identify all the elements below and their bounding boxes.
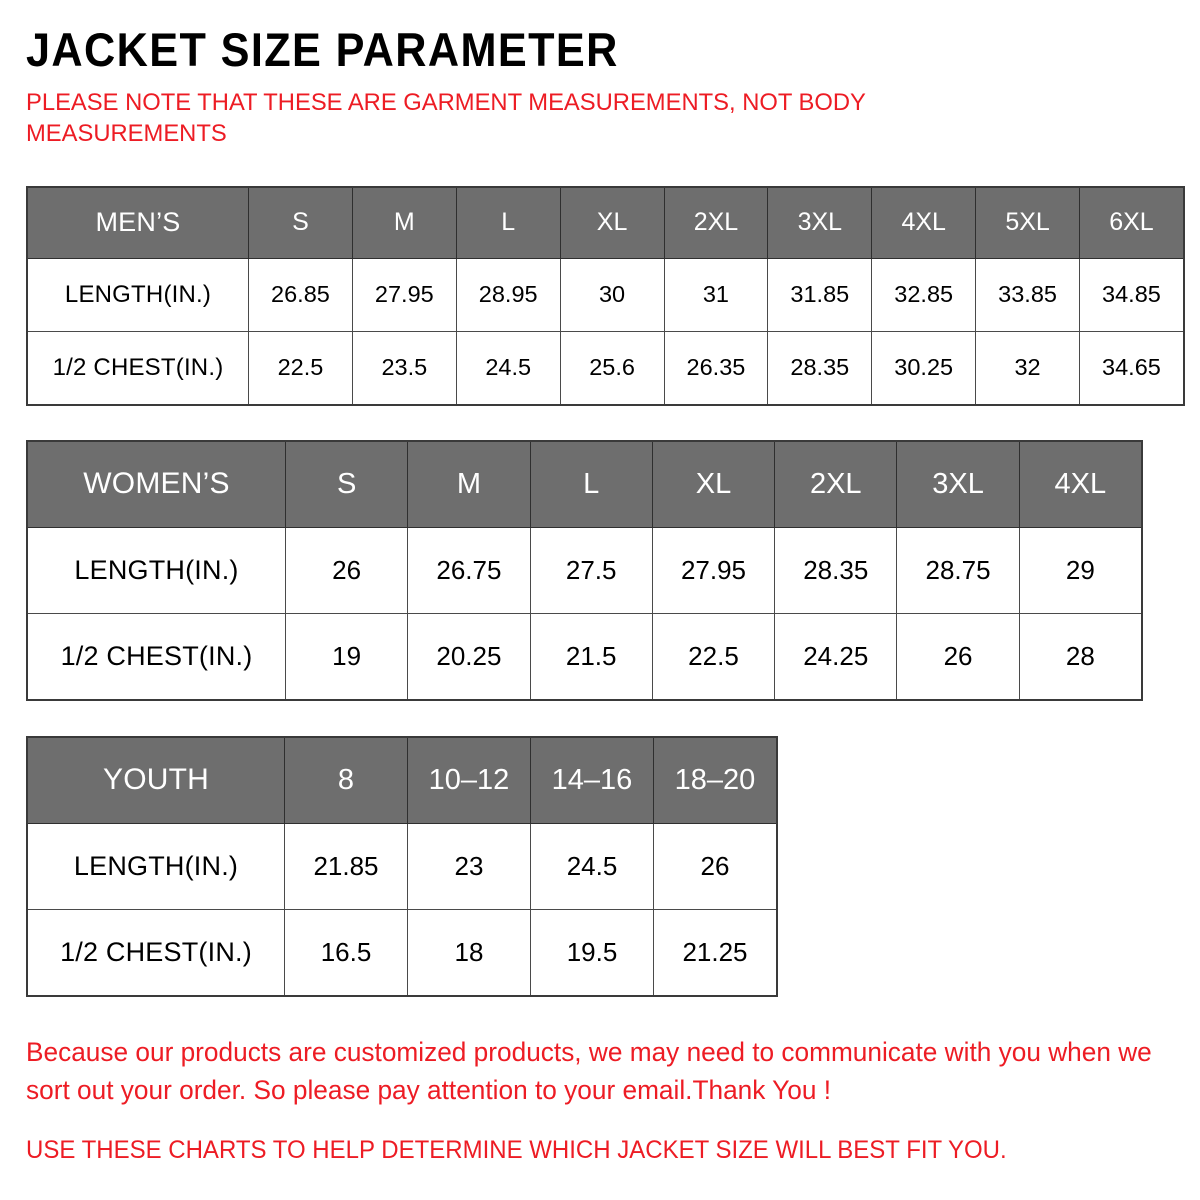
womens-col-header-2xl: 2XL — [774, 440, 898, 528]
table-row: 1/2 CHEST(IN.) 19 20.25 21.5 22.5 24.25 … — [26, 612, 1143, 701]
mens-length-l: 28.95 — [455, 257, 561, 332]
mens-col-header-m: M — [351, 186, 457, 259]
womens-col-header-3xl: 3XL — [896, 440, 1020, 528]
womens-chest-2xl: 24.25 — [774, 612, 898, 701]
mens-chest-4xl: 30.25 — [871, 330, 977, 406]
youth-table-head: YOUTH 8 10–12 14–16 18–20 — [26, 736, 778, 824]
womens-chest-xl: 22.5 — [651, 612, 776, 701]
youth-col-header-10-12: 10–12 — [407, 736, 531, 824]
womens-row-label-length: LENGTH(IN.) — [26, 526, 286, 614]
mens-chest-l: 24.5 — [455, 330, 561, 406]
womens-chest-s: 19 — [284, 612, 409, 701]
womens-col-header-l: L — [529, 440, 653, 528]
youth-length-18-20: 26 — [653, 822, 778, 910]
youth-chest-14-16: 19.5 — [530, 908, 654, 997]
womens-chest-l: 21.5 — [529, 612, 653, 701]
mens-length-s: 26.85 — [248, 257, 353, 332]
customized-products-note: Because our products are customized prod… — [26, 1036, 1152, 1106]
mens-chest-s: 22.5 — [248, 330, 353, 406]
mens-length-xl: 30 — [559, 257, 665, 332]
mens-chest-m: 23.5 — [351, 330, 457, 406]
mens-chest-3xl: 28.35 — [767, 330, 873, 406]
womens-length-m: 26.75 — [407, 526, 531, 614]
youth-col-header-14-16: 14–16 — [530, 736, 654, 824]
womens-length-l: 27.5 — [529, 526, 653, 614]
youth-chest-18-20: 21.25 — [653, 908, 778, 997]
mens-col-header-l: L — [455, 186, 561, 259]
youth-length-14-16: 24.5 — [530, 822, 654, 910]
womens-size-table: WOMEN’S S M L XL 2XL 3XL 4XL LENGTH(IN.)… — [26, 439, 1143, 701]
womens-table-head: WOMEN’S S M L XL 2XL 3XL 4XL — [26, 440, 1143, 528]
youth-row-label-length: LENGTH(IN.) — [26, 822, 285, 910]
youth-length-10-12: 23 — [407, 822, 531, 910]
mens-length-6xl: 34.85 — [1078, 257, 1185, 332]
youth-col-header-8: 8 — [284, 736, 408, 824]
mens-chest-2xl: 26.35 — [663, 330, 769, 406]
mens-length-2xl: 31 — [663, 257, 769, 332]
youth-size-table: YOUTH 8 10–12 14–16 18–20 LENGTH(IN.) 21… — [26, 735, 778, 997]
mens-table-body: LENGTH(IN.) 26.85 27.95 28.95 30 31 31.8… — [26, 257, 1185, 406]
table-row: LENGTH(IN.) 26 26.75 27.5 27.95 28.35 28… — [26, 526, 1143, 614]
womens-chest-3xl: 26 — [896, 612, 1020, 701]
youth-table-body: LENGTH(IN.) 21.85 23 24.5 26 1/2 CHEST(I… — [26, 822, 778, 997]
youth-chest-10-12: 18 — [407, 908, 531, 997]
mens-col-header-6xl: 6XL — [1078, 186, 1185, 259]
mens-row-label-chest: 1/2 CHEST(IN.) — [26, 330, 249, 406]
womens-length-xl: 27.95 — [651, 526, 776, 614]
youth-chest-8: 16.5 — [284, 908, 408, 997]
youth-header-row: YOUTH 8 10–12 14–16 18–20 — [26, 736, 778, 824]
womens-header-row: WOMEN’S S M L XL 2XL 3XL 4XL — [26, 440, 1143, 528]
youth-row-label-chest: 1/2 CHEST(IN.) — [26, 908, 285, 997]
mens-length-4xl: 32.85 — [871, 257, 977, 332]
youth-length-8: 21.85 — [284, 822, 408, 910]
womens-row-label-chest: 1/2 CHEST(IN.) — [26, 612, 286, 701]
mens-length-3xl: 31.85 — [767, 257, 873, 332]
mens-col-header-5xl: 5XL — [975, 186, 1080, 259]
womens-col-header-m: M — [407, 440, 531, 528]
mens-table-head: MEN’S S M L XL 2XL 3XL 4XL 5XL 6XL — [26, 186, 1185, 259]
womens-length-2xl: 28.35 — [774, 526, 898, 614]
mens-col-header-xl: XL — [559, 186, 665, 259]
mens-col-header-4xl: 4XL — [871, 186, 977, 259]
womens-col-header-s: S — [284, 440, 409, 528]
womens-table-body: LENGTH(IN.) 26 26.75 27.5 27.95 28.35 28… — [26, 526, 1143, 701]
mens-col-header-3xl: 3XL — [767, 186, 873, 259]
mens-col-header-2xl: 2XL — [663, 186, 769, 259]
mens-row-label-length: LENGTH(IN.) — [26, 257, 249, 332]
table-row: 1/2 CHEST(IN.) 22.5 23.5 24.5 25.6 26.35… — [26, 330, 1185, 406]
youth-col-header-18-20: 18–20 — [653, 736, 778, 824]
mens-corner-label: MEN’S — [26, 186, 249, 259]
mens-chest-5xl: 32 — [975, 330, 1080, 406]
mens-chest-xl: 25.6 — [559, 330, 665, 406]
use-charts-note: USE THESE CHARTS TO HELP DETERMINE WHICH… — [26, 1135, 1007, 1164]
table-row: 1/2 CHEST(IN.) 16.5 18 19.5 21.25 — [26, 908, 778, 997]
mens-length-5xl: 33.85 — [975, 257, 1080, 332]
mens-chest-6xl: 34.65 — [1078, 330, 1185, 406]
table-row: LENGTH(IN.) 21.85 23 24.5 26 — [26, 822, 778, 910]
garment-measurement-note: PLEASE NOTE THAT THESE ARE GARMENT MEASU… — [26, 89, 866, 148]
womens-col-header-4xl: 4XL — [1018, 440, 1143, 528]
womens-length-s: 26 — [284, 526, 409, 614]
mens-size-table: MEN’S S M L XL 2XL 3XL 4XL 5XL 6XL LENGT… — [26, 185, 1185, 406]
womens-col-header-xl: XL — [651, 440, 776, 528]
mens-length-m: 27.95 — [351, 257, 457, 332]
womens-corner-label: WOMEN’S — [26, 440, 286, 528]
womens-chest-4xl: 28 — [1018, 612, 1143, 701]
mens-col-header-s: S — [248, 186, 353, 259]
mens-header-row: MEN’S S M L XL 2XL 3XL 4XL 5XL 6XL — [26, 186, 1185, 259]
table-row: LENGTH(IN.) 26.85 27.95 28.95 30 31 31.8… — [26, 257, 1185, 332]
page-title: JACKET SIZE PARAMETER — [26, 23, 619, 76]
womens-chest-m: 20.25 — [407, 612, 531, 701]
womens-length-4xl: 29 — [1018, 526, 1143, 614]
womens-length-3xl: 28.75 — [896, 526, 1020, 614]
youth-corner-label: YOUTH — [26, 736, 285, 824]
